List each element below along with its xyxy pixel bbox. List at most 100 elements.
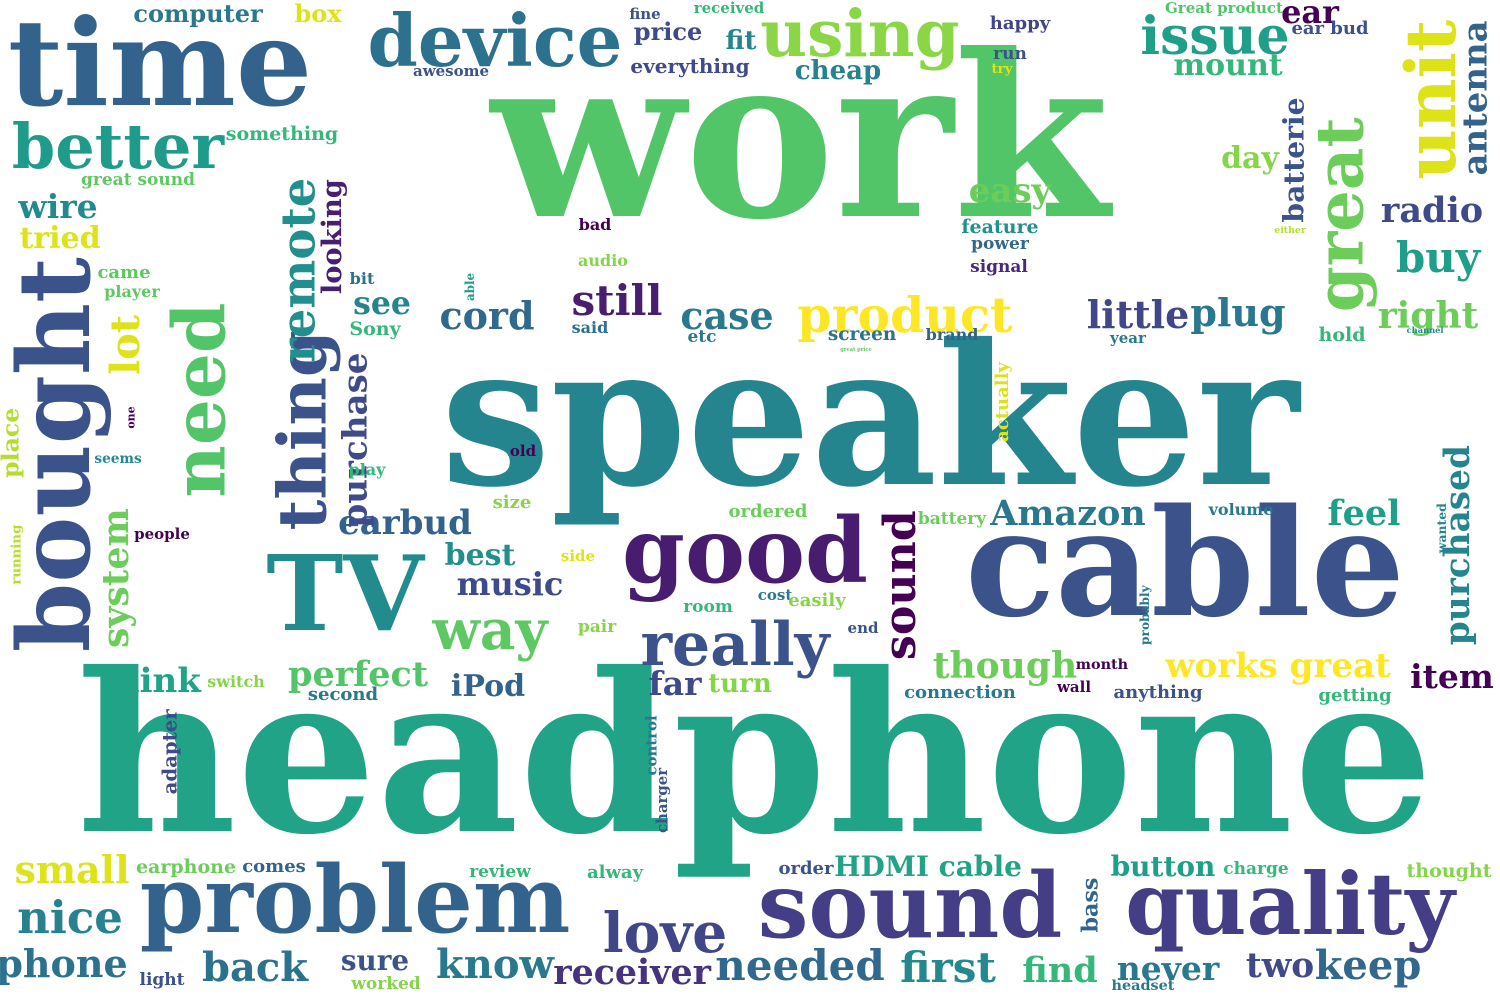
word-side: side <box>560 546 596 565</box>
word-remote: remote <box>269 177 325 363</box>
word-happy: happy <box>989 13 1051 35</box>
word-play: play <box>348 460 386 480</box>
word-power: power <box>971 233 1029 254</box>
word-music: music <box>456 565 564 604</box>
word-two: two <box>1245 946 1315 987</box>
word-think: think <box>99 661 201 702</box>
word-bit: bit <box>349 269 375 289</box>
word-audio: audio <box>578 251 628 271</box>
word-lot: lot <box>103 314 150 376</box>
word-case: case <box>680 293 774 339</box>
word-needed: needed <box>715 940 885 990</box>
word-quality: quality <box>1125 855 1455 956</box>
word-though: though <box>932 645 1078 688</box>
word-little: little <box>1086 292 1190 338</box>
word-control: control <box>642 714 661 776</box>
word-everything: everything <box>630 54 750 78</box>
word-cost: cost <box>757 585 793 604</box>
word-feature: feature <box>961 215 1039 238</box>
word-day: day <box>1221 140 1279 176</box>
word-came: came <box>97 262 151 284</box>
word-time: time <box>7 0 313 134</box>
word-great-sound: great sound <box>81 169 195 190</box>
word-fit: fit <box>725 25 757 56</box>
word-purchase: purchase <box>334 352 375 528</box>
word-receiver: receiver <box>553 951 711 993</box>
word-good: good <box>622 497 868 604</box>
word-hdmi-cable: HDMI cable <box>834 849 1022 883</box>
word-cord: cord <box>439 293 535 339</box>
word-nice: nice <box>17 891 123 945</box>
word-find: find <box>1022 949 1098 991</box>
word-product: product <box>797 286 1013 345</box>
word-way: way <box>432 596 548 662</box>
word-earbud: earbud <box>338 503 472 544</box>
word-said: said <box>571 318 609 338</box>
word-know: know <box>436 941 554 988</box>
word-battery: battery <box>917 508 987 529</box>
word-sound: sound <box>873 510 926 660</box>
word-brand: brand <box>925 325 979 345</box>
word-room: room <box>683 596 733 617</box>
word-far: far <box>648 663 702 703</box>
word-right: right <box>1377 295 1479 338</box>
word-phone: phone <box>0 941 128 987</box>
word-awesome: awesome <box>412 61 490 80</box>
word-volume: volume <box>1208 500 1274 520</box>
word-never: never <box>1116 948 1220 988</box>
word-end: end <box>847 618 879 637</box>
word-looking: looking <box>315 179 348 295</box>
word-amazon: Amazon <box>990 492 1146 534</box>
word-switch: switch <box>207 672 265 692</box>
word-actually: actually <box>991 362 1013 442</box>
word-sony: Sony <box>349 317 401 340</box>
word-problem: problem <box>139 845 571 955</box>
word-tried: tried <box>19 220 101 256</box>
word-try: try <box>991 60 1013 77</box>
word-issue: issue <box>1140 6 1290 68</box>
word-system: system <box>93 508 137 648</box>
word-run: run <box>993 43 1027 64</box>
word-month: month <box>1075 656 1129 674</box>
word-hold: hold <box>1318 323 1366 346</box>
word-better: better <box>11 109 225 183</box>
word-first: first <box>900 942 996 992</box>
word-easily: easily <box>788 590 846 612</box>
word-running: running <box>9 524 25 586</box>
word-best: best <box>444 537 516 573</box>
word-great: great <box>1301 117 1379 313</box>
word-perfect: perfect <box>288 653 428 695</box>
word-player: player <box>104 282 160 302</box>
word-thought: thought <box>1406 859 1492 882</box>
word-great-price: great price <box>840 347 872 354</box>
word-cable: cable <box>965 475 1405 650</box>
word-etc: etc <box>687 326 717 347</box>
word-speaker: speaker <box>440 300 1300 530</box>
word-need: need <box>156 302 242 498</box>
word-keep: keep <box>1314 942 1422 989</box>
word-seems: seems <box>94 451 142 468</box>
word-works-great: works great <box>1165 646 1391 687</box>
word-review: review <box>469 861 531 882</box>
word-sure: sure <box>340 943 410 977</box>
word-small: small <box>14 847 130 893</box>
word-feel: feel <box>1327 492 1401 534</box>
word-ear-bud: ear bud <box>1291 18 1369 40</box>
word-second: second <box>307 684 379 706</box>
word-ordered: ordered <box>728 501 808 523</box>
word-anything: anything <box>1113 682 1203 704</box>
word-year: year <box>1110 328 1146 347</box>
word-bad: bad <box>578 215 612 235</box>
word-button: button <box>1110 849 1216 883</box>
word-probably: probably <box>1137 585 1152 645</box>
word-great-product: Great product <box>1165 0 1283 17</box>
word-something: something <box>225 122 339 145</box>
word-headset: headset <box>1111 977 1175 995</box>
word-wanted: wanted <box>1433 503 1449 553</box>
word-ear: ear <box>1281 0 1339 32</box>
word-alway: alway <box>586 862 644 884</box>
word-comes: comes <box>242 856 306 878</box>
word-wall: wall <box>1056 677 1092 696</box>
word-plug: plug <box>1190 290 1286 336</box>
